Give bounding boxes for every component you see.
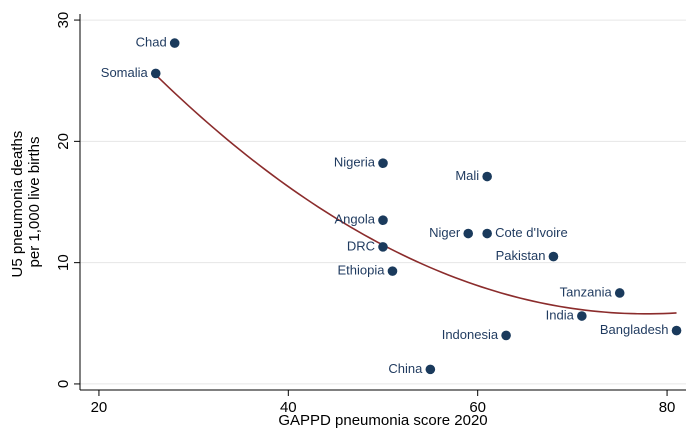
point-indonesia [501,330,511,341]
point-chad [169,38,180,48]
label-china: China [388,361,423,376]
label-indonesia: Indonesia [442,327,499,342]
y-tick-label: 0 [55,380,72,388]
point-india [577,311,587,321]
point-nigeria [378,158,388,168]
label-tanzania: Tanzania [560,284,613,299]
point-bangladesh [671,325,682,336]
point-cote-d-ivoire [482,228,492,239]
label-india: India [546,307,575,322]
label-pakistan: Pakistan [496,248,546,263]
x-tick-label: 20 [91,399,108,416]
label-ethiopia: Ethiopia [337,263,385,278]
label-niger: Niger [429,225,461,240]
x-tick-label: 80 [659,399,676,416]
fit-curve [155,74,677,315]
point-somalia [150,68,161,79]
label-angola: Angola [335,212,376,227]
point-labels: Chad Somalia Nigeria Mali Angola Niger Cote d'… [101,35,669,376]
y-axis-title-line-1: U5 pneumonia deaths [9,131,26,278]
point-angola [378,215,388,225]
x-tick-label: 60 [469,399,486,416]
grid [80,19,686,385]
point-tanzania [614,288,625,298]
point-niger [463,228,474,239]
x-tick-label: 40 [280,399,297,416]
label-somalia: Somalia [101,65,149,80]
label-chad: Chad [136,35,167,50]
point-mali [482,171,492,182]
y-axis-title-line-2: per 1,000 live births [26,137,43,268]
x-axis-title: GAPPD pneumonia score 2020 [278,412,487,428]
y-tick-label: 10 [55,254,72,271]
y-axis-title: U5 pneumonia deaths per 1,000 live birth… [9,127,43,278]
y-tick-label: 30 [55,12,72,29]
label-cote-d-ivoire: Cote d'Ivoire [495,225,568,240]
y-tick-label: 20 [55,133,72,150]
point-drc [378,242,388,252]
data-points [150,38,682,375]
axis-ticks: 0 10 20 30 20 40 60 80 [55,12,675,416]
label-drc: DRC [347,238,375,253]
label-bangladesh: Bangladesh [600,322,669,337]
point-ethiopia [387,266,398,276]
label-nigeria: Nigeria [334,155,376,170]
point-china [425,364,436,375]
label-mali: Mali [455,168,479,183]
point-pakistan [548,251,559,262]
